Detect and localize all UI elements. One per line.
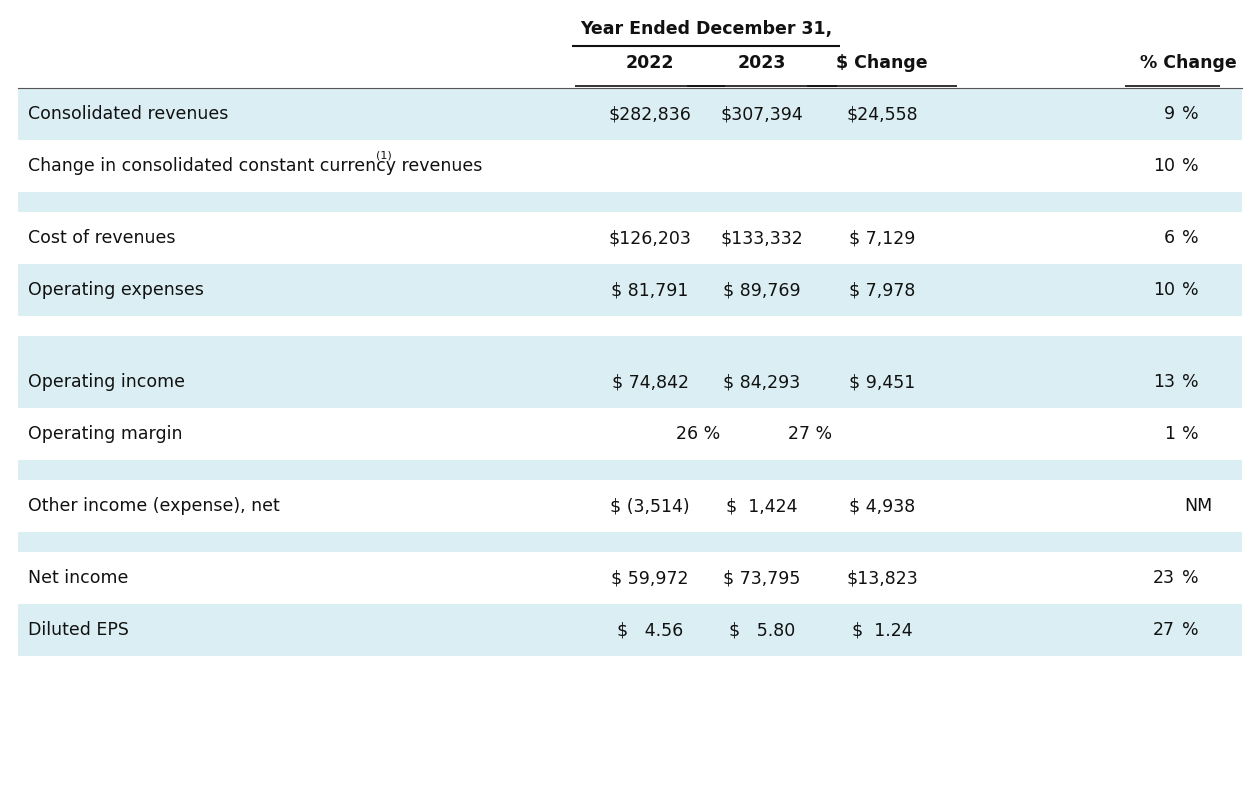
Text: Operating expenses: Operating expenses [28,281,204,299]
Text: $126,203: $126,203 [609,229,692,247]
Text: Year Ended December 31,: Year Ended December 31, [580,20,832,38]
Text: Cost of revenues: Cost of revenues [28,229,175,247]
Text: 10: 10 [1153,281,1176,299]
Text: $ 9,451: $ 9,451 [849,373,915,391]
Text: Other income (expense), net: Other income (expense), net [28,497,280,515]
Text: $   5.80: $ 5.80 [728,621,795,639]
Text: % Change: % Change [1140,54,1237,72]
Text: %: % [1182,373,1198,391]
Text: Change in consolidated constant currency revenues: Change in consolidated constant currency… [28,157,483,175]
Bar [18,408,1242,460]
Text: $  1.24: $ 1.24 [852,621,912,639]
Text: 6: 6 [1164,229,1176,247]
Bar [18,552,1242,604]
Text: $282,836: $282,836 [609,105,692,123]
Text: $   4.56: $ 4.56 [617,621,683,639]
Text: Operating margin: Operating margin [28,425,183,443]
Text: Consolidated revenues: Consolidated revenues [28,105,228,123]
Bar [18,264,1242,316]
Bar [18,480,1242,532]
Text: 27 %: 27 % [788,425,832,443]
Bar [18,316,1242,336]
Text: %: % [1182,425,1198,443]
Text: $ 4,938: $ 4,938 [849,497,915,515]
Text: 1: 1 [1164,425,1176,443]
Text: $24,558: $24,558 [847,105,917,123]
Text: 13: 13 [1153,373,1176,391]
Bar [18,336,1242,356]
Text: 2022: 2022 [626,54,674,72]
Text: 9: 9 [1164,105,1176,123]
Text: (1): (1) [375,151,392,161]
Text: 10: 10 [1153,157,1176,175]
Text: 2023: 2023 [738,54,786,72]
Text: %: % [1182,281,1198,299]
Text: 27: 27 [1153,621,1176,639]
Text: Diluted EPS: Diluted EPS [28,621,129,639]
Text: $ 7,129: $ 7,129 [849,229,915,247]
Text: $  1,424: $ 1,424 [726,497,798,515]
Bar [18,460,1242,480]
Text: NM: NM [1183,497,1212,515]
Text: $ Change: $ Change [837,54,927,72]
Text: $ 89,769: $ 89,769 [723,281,801,299]
Bar [18,604,1242,656]
Text: $ 74,842: $ 74,842 [611,373,688,391]
Text: %: % [1182,157,1198,175]
Text: 26 %: 26 % [675,425,719,443]
Text: $ 84,293: $ 84,293 [723,373,800,391]
Bar [18,356,1242,408]
Text: %: % [1182,105,1198,123]
Text: $ 59,972: $ 59,972 [611,569,689,587]
Bar [18,140,1242,192]
Text: $133,332: $133,332 [721,229,804,247]
Text: $ 73,795: $ 73,795 [723,569,800,587]
Text: $ 81,791: $ 81,791 [611,281,689,299]
Text: $ 7,978: $ 7,978 [849,281,915,299]
Text: $13,823: $13,823 [847,569,917,587]
Bar [18,88,1242,140]
Text: $ (3,514): $ (3,514) [610,497,689,515]
Bar [18,192,1242,212]
Bar [18,532,1242,552]
Text: %: % [1182,569,1198,587]
Text: 23: 23 [1153,569,1176,587]
Text: Operating income: Operating income [28,373,185,391]
Text: %: % [1182,229,1198,247]
Text: Net income: Net income [28,569,129,587]
Text: %: % [1182,621,1198,639]
Text: $307,394: $307,394 [721,105,804,123]
Bar [18,212,1242,264]
